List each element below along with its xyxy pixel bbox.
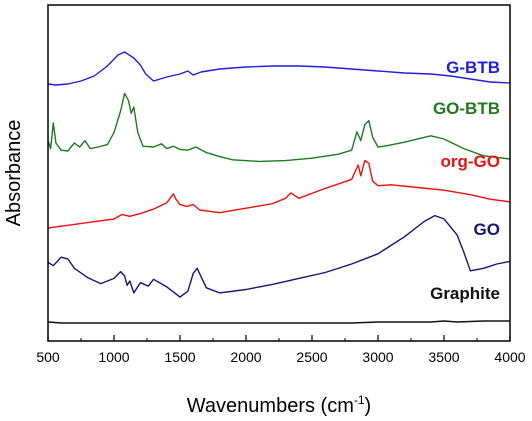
x-tick-label-4000: 4000: [494, 349, 525, 365]
x-axis-title-close: ): [365, 395, 372, 417]
x-tick-label-500: 500: [36, 349, 60, 365]
series-layer: [47, 51, 511, 324]
series-label-org-go: org-GO: [441, 152, 501, 171]
x-tick-label-2000: 2000: [230, 349, 261, 365]
series-line-org-go: [47, 159, 511, 229]
y-axis-title: Absorbance: [3, 120, 25, 227]
series-labels: G-BTB GO-BTB org-GO GO Graphite: [430, 58, 500, 303]
x-axis-title-superscript: -1: [354, 393, 365, 407]
series-label-go: GO: [474, 220, 500, 239]
series-line-go: [47, 214, 511, 298]
series-label-go-btb: GO-BTB: [433, 99, 500, 118]
x-axis-title-main: Wavenumbers (cm: [187, 395, 354, 417]
series-label-g-btb: G-BTB: [446, 58, 500, 77]
x-tick-label-2500: 2500: [296, 349, 327, 365]
series-label-graphite: Graphite: [430, 284, 500, 303]
x-tick-label-1500: 1500: [164, 349, 195, 365]
x-axis: 500 1000 1500 2000 2500 3000 3500 4000: [36, 335, 526, 365]
x-tick-label-3000: 3000: [362, 349, 393, 365]
series-line-g-btb: [47, 51, 511, 86]
x-axis-title: Wavenumbers (cm-1): [187, 393, 371, 417]
x-tick-label-3500: 3500: [428, 349, 459, 365]
series-line-graphite: [47, 320, 510, 324]
series-line-go-btb: [47, 92, 511, 163]
x-tick-label-1000: 1000: [98, 349, 129, 365]
